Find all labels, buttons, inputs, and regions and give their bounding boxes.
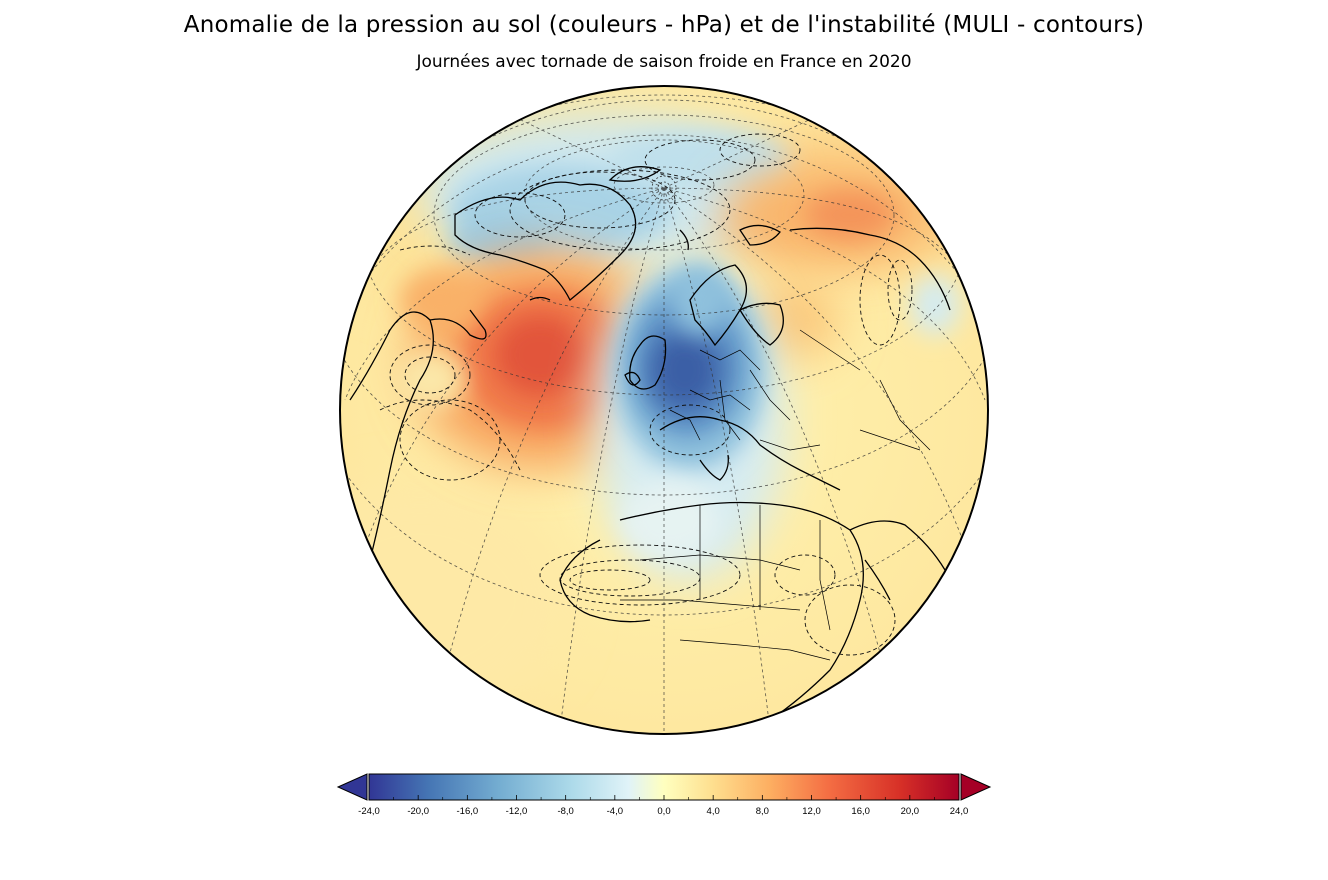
colorbar-extend-high xyxy=(960,773,992,801)
coastlines xyxy=(349,166,951,721)
europe-low-anomaly xyxy=(595,260,785,580)
figure-subtitle: Journées avec tornade de saison froide e… xyxy=(416,52,912,72)
colorbar-tick-label: -12,0 xyxy=(506,806,528,817)
north-pole-marker xyxy=(651,175,677,201)
muli-contours xyxy=(379,133,913,656)
globe-outline xyxy=(339,85,989,735)
figure-title: Anomalie de la pression au sol (couleurs… xyxy=(183,12,1145,38)
country-borders xyxy=(620,329,931,661)
colorbar-tick-label: 0,0 xyxy=(657,806,670,817)
colorbar-tick-label: -20,0 xyxy=(407,806,429,817)
colorbar-tick-label: 4,0 xyxy=(707,806,720,817)
colorbar-ticks: -24,0 -20,0 -16,0 -12,0 -8,0 -4,0 0,0 4,0 8,0 12,… xyxy=(358,795,968,817)
colorbar-tick-label: -8,0 xyxy=(557,806,573,817)
colorbar-tick-label: 12,0 xyxy=(802,806,821,817)
colorbar-extend-low xyxy=(336,773,368,801)
colorbar-tick-label: -16,0 xyxy=(457,806,479,817)
colorbar-tick-label: 20,0 xyxy=(901,806,920,817)
colorbar-tick-label: 24,0 xyxy=(950,806,969,817)
colorbar-tick-label: 8,0 xyxy=(756,806,769,817)
colorbar-tick-label: 16,0 xyxy=(851,806,870,817)
globe-map xyxy=(339,85,989,735)
arctic-low-anomaly xyxy=(420,115,790,265)
colorbar-tick-label: -24,0 xyxy=(358,806,380,817)
colorbar-tick-label: -4,0 xyxy=(607,806,623,817)
